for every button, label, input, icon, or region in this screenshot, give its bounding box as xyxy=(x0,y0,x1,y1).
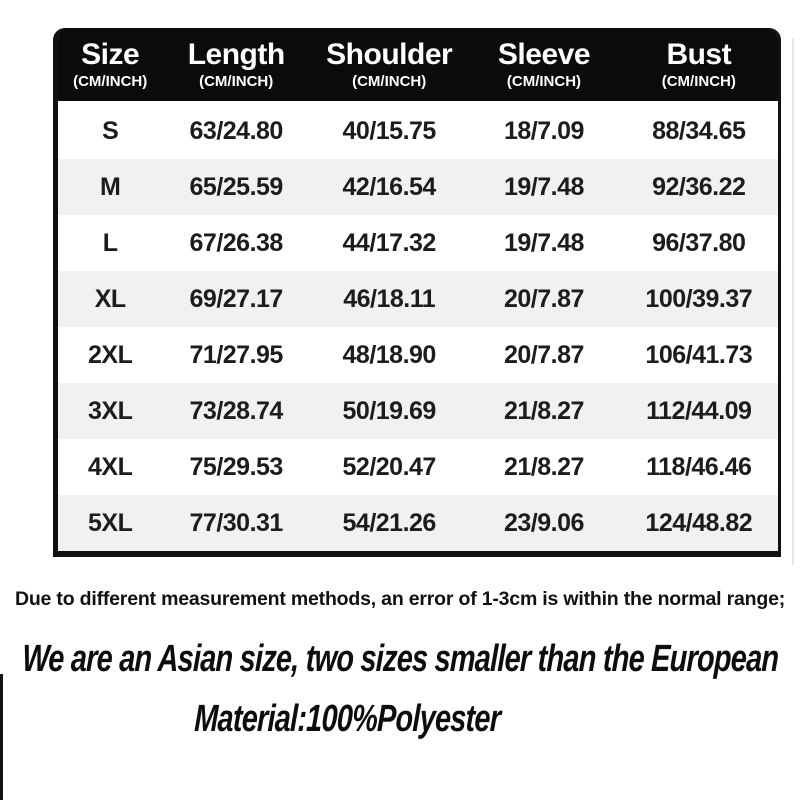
size-cell: S xyxy=(58,102,163,159)
table-row-xl: XL 69/27.17 46/18.11 20/7.87 100/39.37 xyxy=(58,271,778,327)
measure-cell-bust: 92/36.22 xyxy=(619,159,778,215)
size-chart-table: Size (CM/INCH) Length (CM/INCH) Shoulder (CM/… xyxy=(58,28,778,551)
column-unit-shoulder: (CM/INCH) xyxy=(352,73,427,91)
measure-cell-length: 73/28.74 xyxy=(162,383,310,439)
column-unit-length: (CM/INCH) xyxy=(199,73,274,91)
material-note: Material:100%Polyester xyxy=(193,698,502,740)
size-cell: 5XL xyxy=(58,495,163,551)
measure-cell-sleeve: 21/8.27 xyxy=(468,383,620,439)
measure-cell-shoulder: 44/17.32 xyxy=(309,215,469,271)
size-cell: L xyxy=(58,215,163,271)
measure-cell-bust: 112/44.09 xyxy=(619,383,778,439)
measure-cell-shoulder: 54/21.26 xyxy=(309,495,469,551)
measure-cell-bust: 106/41.73 xyxy=(619,327,778,383)
asian-size-note: We are an Asian size, two sizes smaller … xyxy=(21,638,779,680)
column-header-sleeve: Sleeve (CM/INCH) xyxy=(468,28,620,103)
measure-cell-shoulder: 40/15.75 xyxy=(309,102,469,159)
measure-cell-sleeve: 21/8.27 xyxy=(468,439,620,495)
column-unit-size: (CM/INCH) xyxy=(73,73,148,91)
column-header-length: Length (CM/INCH) xyxy=(162,28,310,103)
measure-cell-bust: 96/37.80 xyxy=(619,215,778,271)
column-label-size: Size xyxy=(81,37,140,71)
size-cell: 4XL xyxy=(58,439,163,495)
column-label-sleeve: Sleeve xyxy=(497,37,591,71)
measure-cell-length: 67/26.38 xyxy=(162,215,310,271)
measure-cell-sleeve: 18/7.09 xyxy=(468,102,620,159)
table-row-s: S 63/24.80 40/15.75 18/7.09 88/34.65 xyxy=(58,102,778,159)
right-faint-line xyxy=(792,38,794,565)
measure-cell-length: 63/24.80 xyxy=(162,102,310,159)
left-edge-artifact xyxy=(0,674,3,800)
measure-cell-sleeve: 19/7.48 xyxy=(468,215,620,271)
measure-cell-bust: 124/48.82 xyxy=(619,495,778,551)
measure-cell-bust: 100/39.37 xyxy=(619,271,778,327)
measurement-tolerance-note: Due to different measurement methods, an… xyxy=(14,588,786,610)
measure-cell-shoulder: 52/20.47 xyxy=(309,439,469,495)
column-label-bust: Bust xyxy=(666,37,732,71)
table-header: Size (CM/INCH) Length (CM/INCH) Shoulder (CM/… xyxy=(58,28,778,103)
table-row-5xl: 5XL 77/30.31 54/21.26 23/9.06 124/48.82 xyxy=(58,495,778,551)
table-body: S 63/24.80 40/15.75 18/7.09 88/34.65 M 65/25.5… xyxy=(58,102,778,551)
measure-cell-sleeve: 23/9.06 xyxy=(468,495,620,551)
measure-cell-sleeve: 20/7.87 xyxy=(468,327,620,383)
measure-cell-length: 65/25.59 xyxy=(162,159,310,215)
table-row-l: L 67/26.38 44/17.32 19/7.48 96/37.80 xyxy=(58,215,778,271)
size-cell: M xyxy=(58,159,163,215)
column-label-shoulder: Shoulder xyxy=(326,37,453,71)
measure-cell-bust: 118/46.46 xyxy=(619,439,778,495)
table-row-3xl: 3XL 73/28.74 50/19.69 21/8.27 112/44.09 xyxy=(58,383,778,439)
measure-cell-length: 77/30.31 xyxy=(162,495,310,551)
table-row-m: M 65/25.59 42/16.54 19/7.48 92/36.22 xyxy=(58,159,778,215)
measure-cell-shoulder: 46/18.11 xyxy=(309,271,469,327)
measure-cell-length: 71/27.95 xyxy=(162,327,310,383)
table-header-row: Size (CM/INCH) Length (CM/INCH) Shoulder (CM/… xyxy=(58,28,778,103)
measure-cell-length: 75/29.53 xyxy=(162,439,310,495)
measure-cell-length: 69/27.17 xyxy=(162,271,310,327)
column-unit-sleeve: (CM/INCH) xyxy=(506,73,582,91)
asian-size-note-row: We are an Asian size, two sizes smaller … xyxy=(0,638,800,681)
measure-cell-bust: 88/34.65 xyxy=(619,102,778,159)
column-header-bust: Bust (CM/INCH) xyxy=(619,28,778,103)
measure-cell-sleeve: 19/7.48 xyxy=(468,159,620,215)
measure-cell-shoulder: 50/19.69 xyxy=(309,383,469,439)
table-row-4xl: 4XL 75/29.53 52/20.47 21/8.27 118/46.46 xyxy=(58,439,778,495)
measure-cell-shoulder: 48/18.90 xyxy=(309,327,469,383)
table-row-2xl: 2XL 71/27.95 48/18.90 20/7.87 106/41.73 xyxy=(58,327,778,383)
column-header-shoulder: Shoulder (CM/INCH) xyxy=(309,28,469,103)
column-unit-bust: (CM/INCH) xyxy=(661,73,736,91)
measure-cell-sleeve: 20/7.87 xyxy=(468,271,620,327)
column-label-length: Length xyxy=(187,37,285,71)
size-chart-frame: Size (CM/INCH) Length (CM/INCH) Shoulder (CM/… xyxy=(53,28,781,557)
measure-cell-shoulder: 42/16.54 xyxy=(309,159,469,215)
size-cell: 2XL xyxy=(58,327,163,383)
material-note-row: Material:100%Polyester xyxy=(0,698,800,741)
column-header-size: Size (CM/INCH) xyxy=(58,28,163,103)
size-cell: 3XL xyxy=(58,383,163,439)
size-cell: XL xyxy=(58,271,163,327)
